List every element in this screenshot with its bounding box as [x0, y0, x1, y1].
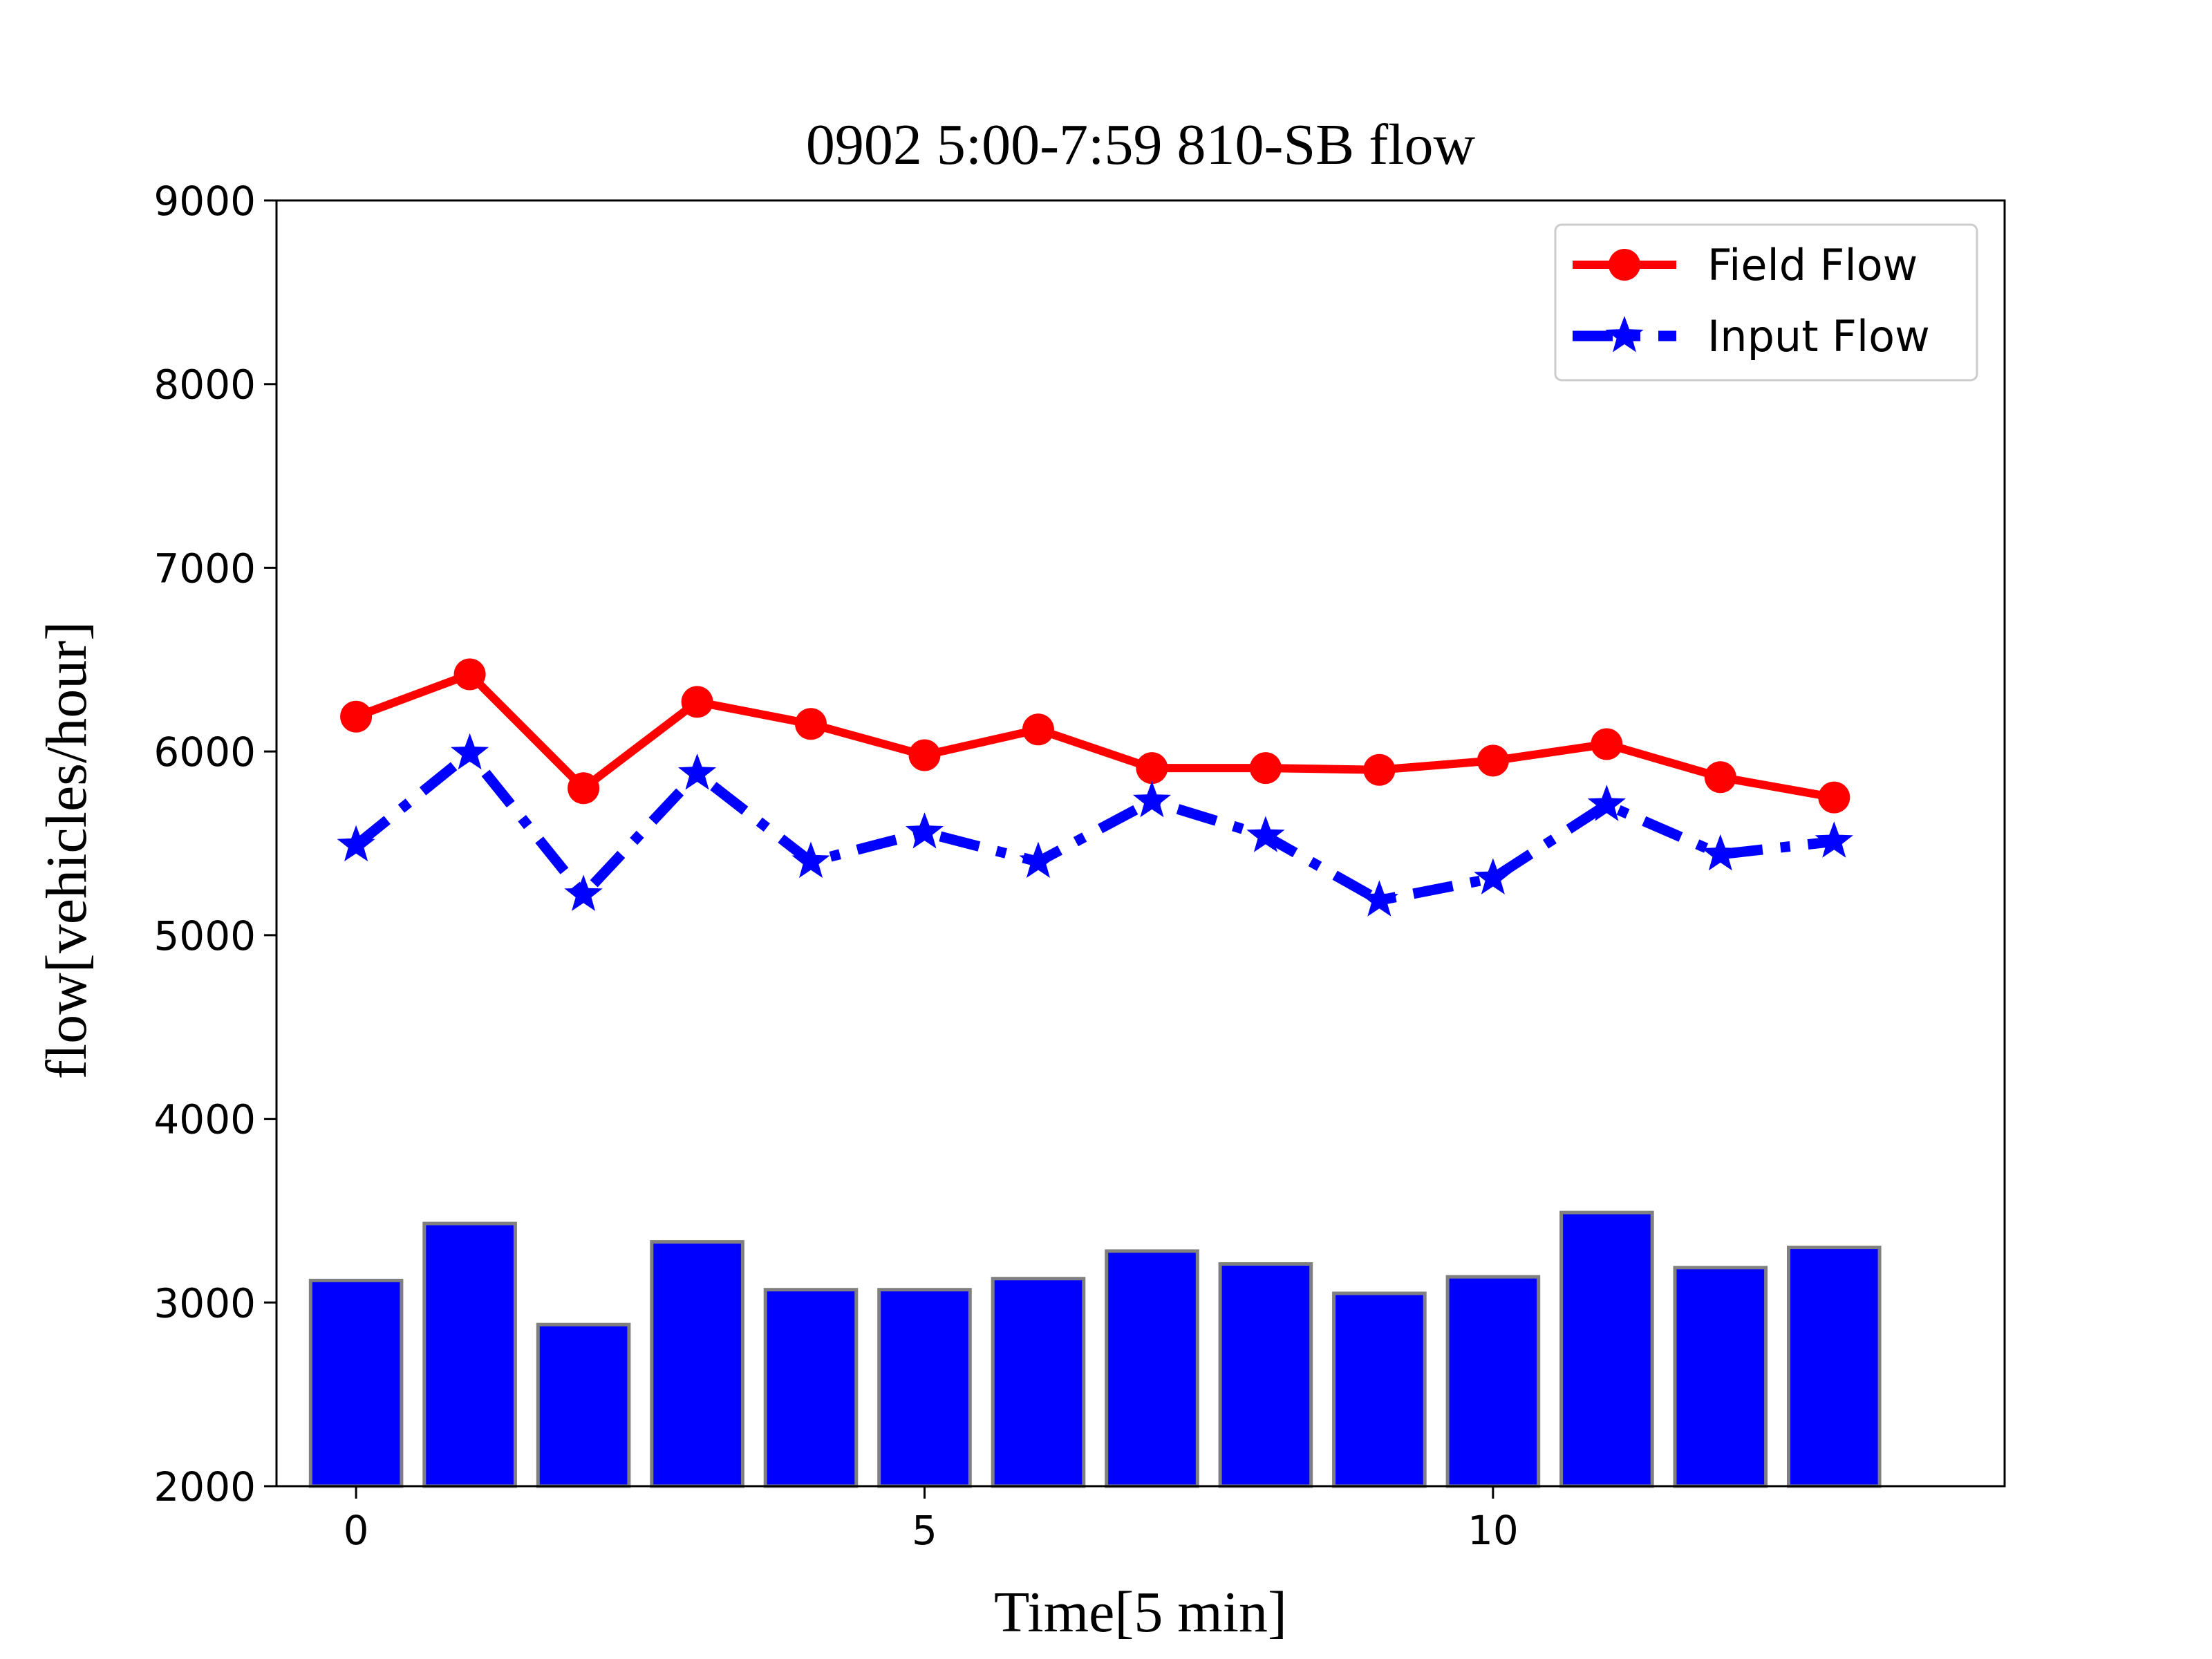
bar — [650, 1240, 744, 1488]
field-flow-point — [1363, 753, 1396, 786]
y-axis-label: flow[vehicles/hour] — [35, 621, 99, 1079]
y-tick-label: 9000 — [153, 178, 256, 225]
bar — [763, 1288, 859, 1488]
y-tick-label: 6000 — [153, 729, 256, 776]
legend-field-flow-marker — [1609, 249, 1640, 281]
input-flow-point — [905, 812, 944, 849]
y-tick-label: 4000 — [153, 1096, 256, 1143]
field-flow-point — [908, 739, 941, 771]
bar — [991, 1277, 1086, 1488]
legend-input-flow-marker — [1605, 316, 1644, 353]
field-flow-point — [1591, 728, 1623, 760]
x-axis-label: Time[5 min] — [994, 1580, 1287, 1644]
bar — [1218, 1262, 1313, 1488]
bar — [536, 1322, 631, 1488]
bars-layer — [308, 1210, 1882, 1488]
input-flow-point — [1132, 780, 1171, 818]
field-flow-line — [355, 670, 1835, 802]
field-flow-point — [453, 658, 486, 691]
field-flow-point — [681, 686, 713, 718]
bar — [422, 1221, 517, 1488]
input-flow-point — [1246, 816, 1285, 852]
input-flow-point — [1587, 785, 1626, 821]
bar — [1105, 1249, 1199, 1488]
input-flow-point — [1474, 858, 1512, 894]
field-flow-point — [1704, 761, 1736, 794]
y-tick-label: 8000 — [153, 362, 256, 409]
input-flow-point — [1360, 880, 1398, 917]
input-flow-point — [791, 841, 830, 878]
x-tick-label: 0 — [344, 1507, 369, 1554]
y-tick-label: 2000 — [153, 1463, 256, 1510]
bar — [1787, 1246, 1882, 1488]
lines-layer — [337, 658, 1853, 917]
y-tick-label: 3000 — [153, 1280, 256, 1327]
bar — [1559, 1210, 1654, 1488]
field-flow-point — [1818, 781, 1850, 814]
bar — [1673, 1266, 1768, 1488]
input-flow-point — [1815, 821, 1853, 858]
field-flow-point — [1022, 713, 1054, 746]
legend: Field Flow Input Flow — [1554, 223, 1978, 382]
ticks-layer: 2000 3000 4000 5000 6000 7000 8000 9000 0 5 10 — [153, 178, 1518, 1554]
y-tick-label: 5000 — [153, 912, 256, 959]
input-flow-line — [353, 748, 1835, 906]
bar — [877, 1288, 972, 1488]
field-flow-point — [1249, 752, 1282, 785]
input-flow-point — [678, 753, 717, 790]
field-flow-point — [1477, 744, 1509, 777]
plot-frame — [275, 199, 2006, 1488]
bar — [308, 1278, 404, 1488]
bar — [1332, 1291, 1427, 1488]
x-tick-label: 5 — [912, 1507, 937, 1554]
field-flow-point — [568, 772, 600, 805]
x-tick-label: 10 — [1468, 1507, 1519, 1554]
input-flow-point — [1019, 841, 1058, 878]
input-flow-point — [1701, 834, 1740, 871]
bar — [1445, 1275, 1541, 1488]
legend-input-flow-label: Input Flow — [1707, 311, 1930, 362]
chart-title: 0902 5:00-7:59 810-SB flow — [806, 113, 1476, 177]
field-flow-point — [1136, 752, 1168, 785]
legend-field-flow-label: Field Flow — [1707, 240, 1918, 290]
input-flow-point — [451, 733, 489, 770]
field-flow-point — [795, 708, 827, 740]
field-flow-point — [340, 700, 373, 733]
input-flow-point — [337, 825, 375, 862]
input-flow-point — [564, 874, 603, 911]
y-tick-label: 7000 — [153, 545, 256, 592]
